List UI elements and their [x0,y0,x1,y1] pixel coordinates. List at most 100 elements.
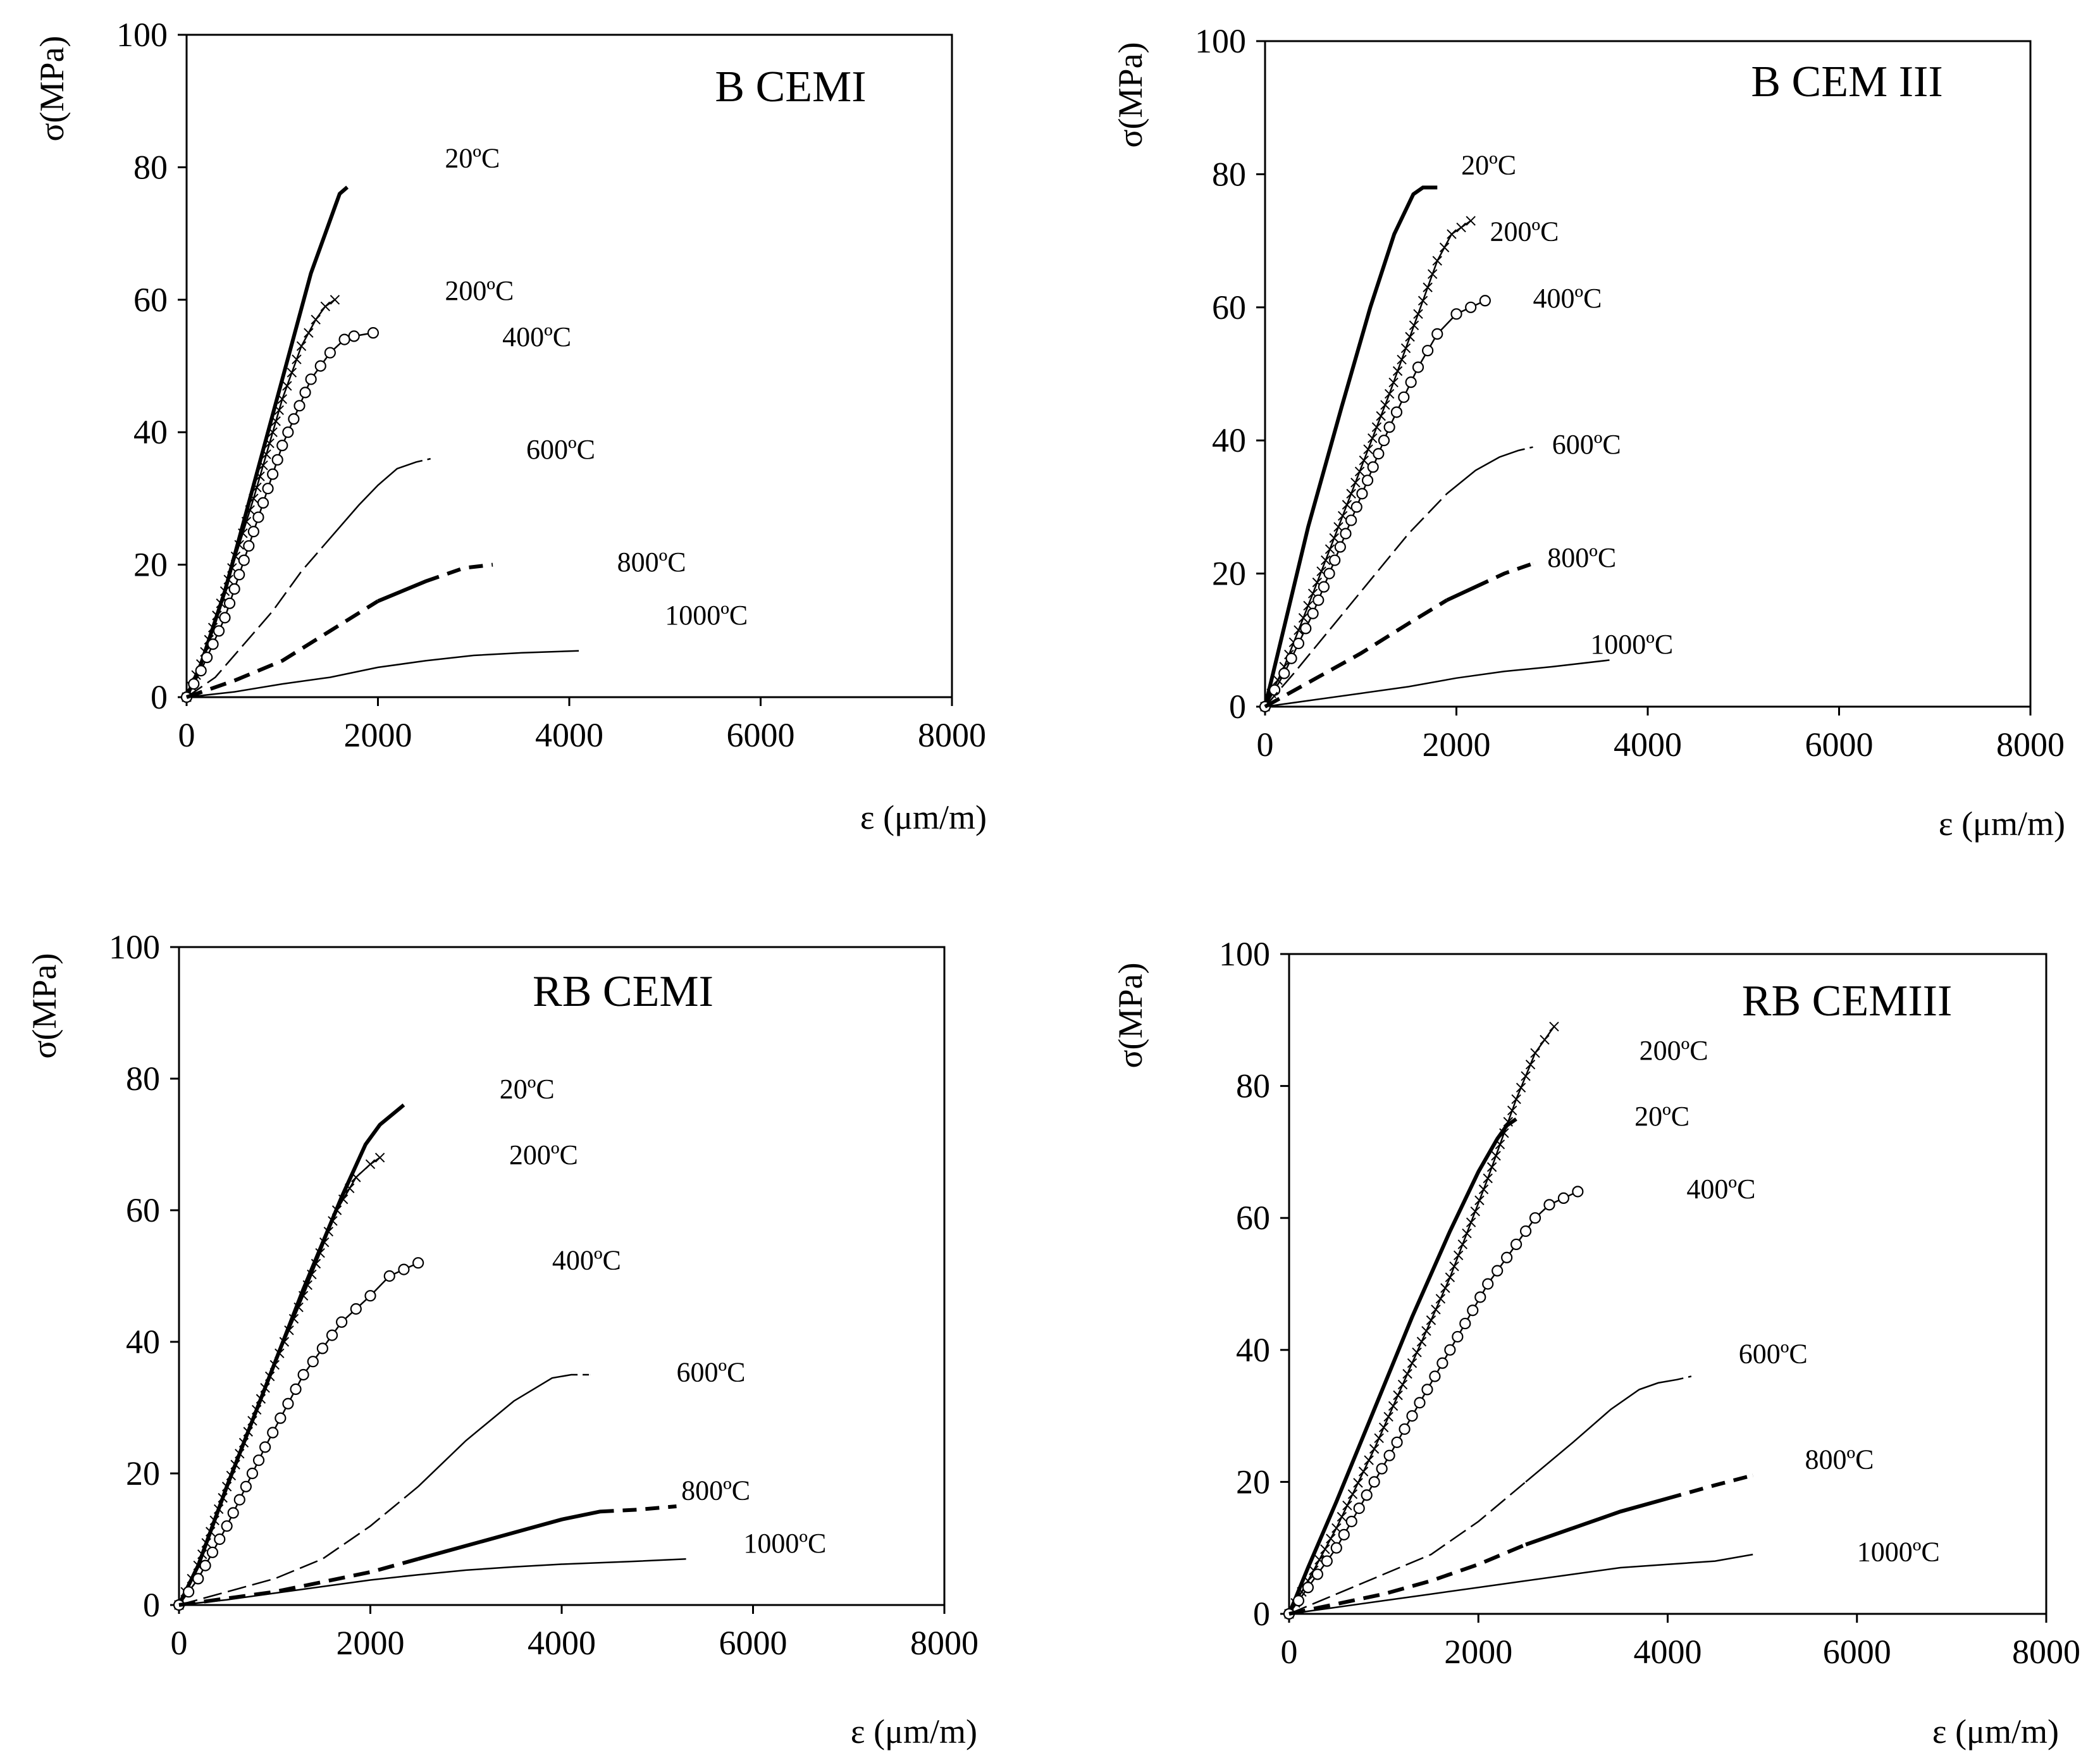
series-200c-point [1426,1315,1436,1325]
series-400c-point [1543,1199,1555,1211]
series-200c-point [1499,1128,1509,1138]
series-400c-point [1391,1436,1403,1448]
series-400c-point [1350,501,1362,513]
series-200c-point [1363,444,1373,454]
series-400c-point [188,678,200,690]
series-200c-point [1347,1489,1358,1499]
series-200c-point [277,394,287,404]
series-400c-point [1367,461,1379,473]
series-200c-point [1400,343,1411,354]
x-tick-label: 4000 [528,1624,596,1662]
series-200c-point [1329,533,1339,543]
y-tick-label: 100 [1195,22,1246,60]
series-200c-point [1456,222,1466,233]
y-axis-label: σ(MPa) [25,953,63,1058]
series-200c-point [302,1280,312,1291]
series-200c-point [330,295,340,305]
series-200c-point [1388,1401,1399,1411]
series-200c-label: 200ºC [445,275,514,306]
series-200c-point [1412,1348,1422,1358]
y-tick-label: 20 [126,1454,160,1492]
series-1000c: 1000ºC [178,1528,826,1606]
series-200c-point [1298,613,1309,623]
series-400c-point [282,426,294,438]
series-200c-point [197,1549,207,1559]
series-200c-point [1368,433,1378,443]
series-400c-point [1557,1192,1570,1205]
series-400c-label: 400ºC [1533,283,1602,314]
x-tick-label: 0 [1281,1633,1298,1671]
series-400c-point [1492,1265,1504,1277]
series-200c-point [1516,1082,1526,1093]
series-200c-point [304,328,314,338]
series-200c-point [216,598,226,609]
series-200c-point [1413,309,1423,319]
series-800c-label: 800ºC [1805,1444,1874,1475]
x-tick-label: 8000 [918,716,986,754]
series-400c: 400ºC [173,1245,621,1611]
series-400c-point [219,612,231,624]
series-400c-point [1383,1449,1395,1461]
x-tick-label: 0 [171,1624,188,1662]
series-600c-line-start [178,1485,419,1606]
series-200c-point [365,1159,376,1169]
series-800c: 800ºC [1288,1444,1874,1616]
y-tick-label: 0 [143,1586,160,1624]
series-400c-point [1330,1542,1342,1554]
series-800c-line-start [178,1557,419,1607]
series-400c-point [1450,308,1462,320]
series-200c-point [1540,1034,1550,1045]
series-200c-point [1445,1272,1455,1282]
series-400c-point [1465,301,1477,313]
y-tick-label: 80 [126,1060,160,1098]
series-400c-point [1338,1528,1350,1540]
series-1000c-label: 1000ºC [1857,1537,1940,1568]
y-tick-label: 100 [116,16,168,54]
series-200c-point [1376,411,1386,421]
series-200c-point [1353,1478,1363,1488]
series-800c-line-middle [1525,1473,1753,1547]
series-400c-point [246,1467,259,1480]
series-400c: 400ºC [1259,283,1602,713]
series-400c-point [350,1303,362,1315]
series-600c-line-start [1264,493,1448,707]
series-200c-point [249,493,259,504]
series-400c-point [1373,448,1385,460]
series-200c-point [1405,332,1415,342]
series-200c-point [345,1183,355,1194]
y-axis-label: σ(MPa) [1111,42,1149,147]
x-tick-label: 0 [1257,726,1274,764]
panel-b-cemi: B CEMI σ(MPa) ε (μm/m) 0 2000 4000 6000 8000… [33,16,987,836]
series-400c-point [267,1427,279,1439]
panel-title: B CEM III [1751,58,1942,106]
series-400c-label: 400ºC [552,1245,621,1276]
series-20c-label: 20ºC [1461,149,1516,180]
series-400c-point [1459,1317,1471,1330]
series-200c-label: 200ºC [509,1139,578,1170]
series-600c-line-middle [417,1373,591,1487]
series-400c-point [1340,528,1352,540]
series-200c-point [251,1404,262,1415]
series-200c-point [1466,216,1476,226]
y-tick-label: 80 [1236,1067,1270,1105]
x-tick-label: 8000 [910,1624,979,1662]
series-200c-point [1342,1500,1352,1511]
series-600c-label: 600ºC [1739,1339,1808,1370]
series-1000c: 1000ºC [186,600,748,698]
series-200c-point [256,1394,266,1404]
x-axis-label: ε (μm/m) [860,798,987,836]
series-400c-point [201,652,213,664]
series-400c-point [1398,391,1410,403]
series-400c-point [243,540,255,552]
series-400c-point [1300,623,1312,635]
series-400c-point [252,1454,265,1466]
y-tick-label: 80 [133,148,168,186]
series-400c-point [233,1494,245,1506]
series-600c-line-middle [329,457,431,539]
series-200c-point [1447,229,1457,239]
series-400c-point [367,327,380,339]
series-200c-point [268,427,278,437]
series-400c-point [1412,361,1424,373]
series-400c-point [1422,345,1434,357]
series-200c-point [298,1291,309,1301]
